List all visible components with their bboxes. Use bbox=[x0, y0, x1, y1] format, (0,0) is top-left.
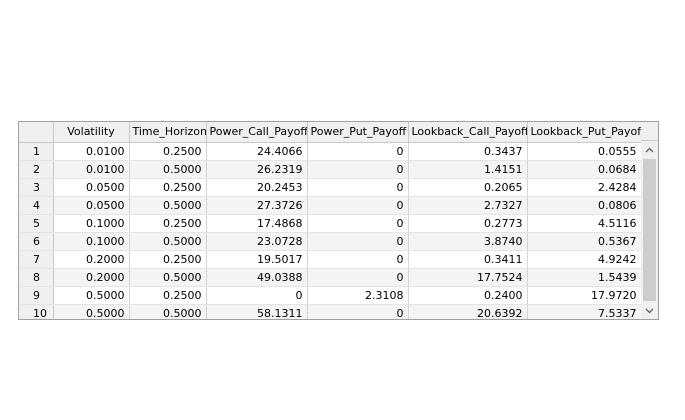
cell-volatility[interactable]: 0.2000 bbox=[53, 268, 130, 287]
cell-power-call-payoff[interactable]: 17.4868 bbox=[206, 214, 308, 233]
table-row: 5 0.1000 0.2500 17.4868 0 0.2773 4.5116 bbox=[19, 214, 642, 233]
cell-power-call-payoff[interactable]: 24.4066 bbox=[206, 142, 308, 161]
column-header-time-horizon[interactable]: Time_Horizon bbox=[129, 122, 207, 143]
row-header[interactable]: 1 bbox=[19, 142, 54, 161]
cell-time-horizon[interactable]: 0.5000 bbox=[129, 196, 207, 215]
table-row: 7 0.2000 0.2500 19.5017 0 0.3411 4.9242 bbox=[19, 250, 642, 269]
cell-power-call-payoff[interactable]: 0 bbox=[206, 286, 308, 305]
cell-power-call-payoff[interactable]: 19.5017 bbox=[206, 250, 308, 269]
column-header-lookback-call-payoff[interactable]: Lookback_Call_Payoff bbox=[408, 122, 528, 143]
table-row: 10 0.5000 0.5000 58.1311 0 20.6392 7.533… bbox=[19, 304, 642, 319]
cell-volatility[interactable]: 0.2000 bbox=[53, 250, 130, 269]
cell-volatility[interactable]: 0.1000 bbox=[53, 232, 130, 251]
scrollbar-corner bbox=[641, 122, 658, 141]
table-row: 8 0.2000 0.5000 49.0388 0 17.7524 1.5439 bbox=[19, 268, 642, 287]
cell-volatility[interactable]: 0.0500 bbox=[53, 196, 130, 215]
data-table-view[interactable]: Volatility Time_Horizon Power_Call_Payof… bbox=[18, 121, 659, 320]
cell-lookback-put-payoff[interactable]: 17.9720 bbox=[527, 286, 642, 305]
column-header-power-call-payoff[interactable]: Power_Call_Payoff bbox=[206, 122, 308, 143]
cell-lookback-call-payoff[interactable]: 0.3437 bbox=[408, 142, 528, 161]
vertical-scrollbar[interactable] bbox=[641, 141, 658, 319]
cell-time-horizon[interactable]: 0.5000 bbox=[129, 160, 207, 179]
cell-power-call-payoff[interactable]: 58.1311 bbox=[206, 304, 308, 319]
cell-volatility[interactable]: 0.0100 bbox=[53, 142, 130, 161]
chevron-up-icon[interactable] bbox=[641, 141, 658, 158]
cell-power-put-payoff[interactable]: 2.3108 bbox=[307, 286, 409, 305]
row-header[interactable]: 8 bbox=[19, 268, 54, 287]
column-header-lookback-put-payoff[interactable]: Lookback_Put_Payoff bbox=[527, 122, 642, 143]
data-table: Volatility Time_Horizon Power_Call_Payof… bbox=[19, 122, 642, 319]
cell-volatility[interactable]: 0.1000 bbox=[53, 214, 130, 233]
cell-time-horizon[interactable]: 0.2500 bbox=[129, 214, 207, 233]
cell-power-call-payoff[interactable]: 26.2319 bbox=[206, 160, 308, 179]
row-header[interactable]: 9 bbox=[19, 286, 54, 305]
row-header[interactable]: 6 bbox=[19, 232, 54, 251]
cell-lookback-call-payoff[interactable]: 17.7524 bbox=[408, 268, 528, 287]
cell-lookback-put-payoff[interactable]: 0.0684 bbox=[527, 160, 642, 179]
table-row: 6 0.1000 0.5000 23.0728 0 3.8740 0.5367 bbox=[19, 232, 642, 251]
table-row: 1 0.0100 0.2500 24.4066 0 0.3437 0.0555 bbox=[19, 142, 642, 161]
cell-lookback-call-payoff[interactable]: 1.4151 bbox=[408, 160, 528, 179]
cell-power-put-payoff[interactable]: 0 bbox=[307, 214, 409, 233]
row-header[interactable]: 2 bbox=[19, 160, 54, 179]
column-header-power-put-payoff[interactable]: Power_Put_Payoff bbox=[307, 122, 409, 143]
cell-time-horizon[interactable]: 0.2500 bbox=[129, 286, 207, 305]
cell-power-put-payoff[interactable]: 0 bbox=[307, 142, 409, 161]
table-row: 4 0.0500 0.5000 27.3726 0 2.7327 0.0806 bbox=[19, 196, 642, 215]
cell-power-put-payoff[interactable]: 0 bbox=[307, 250, 409, 269]
cell-power-put-payoff[interactable]: 0 bbox=[307, 160, 409, 179]
cell-power-put-payoff[interactable]: 0 bbox=[307, 232, 409, 251]
chevron-down-icon[interactable] bbox=[641, 302, 658, 319]
cell-volatility[interactable]: 0.5000 bbox=[53, 286, 130, 305]
cell-power-call-payoff[interactable]: 20.2453 bbox=[206, 178, 308, 197]
cell-lookback-call-payoff[interactable]: 3.8740 bbox=[408, 232, 528, 251]
cell-time-horizon[interactable]: 0.5000 bbox=[129, 232, 207, 251]
header-row: Volatility Time_Horizon Power_Call_Payof… bbox=[19, 122, 642, 143]
cell-volatility[interactable]: 0.0500 bbox=[53, 178, 130, 197]
row-header[interactable]: 5 bbox=[19, 214, 54, 233]
cell-lookback-call-payoff[interactable]: 0.3411 bbox=[408, 250, 528, 269]
cell-lookback-call-payoff[interactable]: 2.7327 bbox=[408, 196, 528, 215]
cell-lookback-put-payoff[interactable]: 0.5367 bbox=[527, 232, 642, 251]
cell-lookback-put-payoff[interactable]: 4.5116 bbox=[527, 214, 642, 233]
cell-time-horizon[interactable]: 0.5000 bbox=[129, 304, 207, 319]
cell-lookback-put-payoff[interactable]: 0.0806 bbox=[527, 196, 642, 215]
row-header[interactable]: 7 bbox=[19, 250, 54, 269]
cell-lookback-call-payoff[interactable]: 0.2065 bbox=[408, 178, 528, 197]
cell-lookback-call-payoff[interactable]: 0.2400 bbox=[408, 286, 528, 305]
row-header[interactable]: 10 bbox=[19, 304, 54, 319]
cell-lookback-put-payoff[interactable]: 2.4284 bbox=[527, 178, 642, 197]
row-header[interactable]: 4 bbox=[19, 196, 54, 215]
column-header-volatility[interactable]: Volatility bbox=[53, 122, 130, 143]
table-row: 3 0.0500 0.2500 20.2453 0 0.2065 2.4284 bbox=[19, 178, 642, 197]
cell-volatility[interactable]: 0.0100 bbox=[53, 160, 130, 179]
cell-lookback-put-payoff[interactable]: 7.5337 bbox=[527, 304, 642, 319]
cell-power-call-payoff[interactable]: 27.3726 bbox=[206, 196, 308, 215]
cell-lookback-put-payoff[interactable]: 0.0555 bbox=[527, 142, 642, 161]
cell-time-horizon[interactable]: 0.2500 bbox=[129, 142, 207, 161]
cell-volatility[interactable]: 0.5000 bbox=[53, 304, 130, 319]
table-row: 9 0.5000 0.2500 0 2.3108 0.2400 17.9720 bbox=[19, 286, 642, 305]
cell-power-put-payoff[interactable]: 0 bbox=[307, 268, 409, 287]
cell-time-horizon[interactable]: 0.5000 bbox=[129, 268, 207, 287]
corner-header[interactable] bbox=[19, 122, 54, 143]
cell-lookback-put-payoff[interactable]: 4.9242 bbox=[527, 250, 642, 269]
cell-lookback-call-payoff[interactable]: 0.2773 bbox=[408, 214, 528, 233]
table-row: 2 0.0100 0.5000 26.2319 0 1.4151 0.0684 bbox=[19, 160, 642, 179]
cell-power-put-payoff[interactable]: 0 bbox=[307, 196, 409, 215]
row-header[interactable]: 3 bbox=[19, 178, 54, 197]
cell-power-call-payoff[interactable]: 49.0388 bbox=[206, 268, 308, 287]
cell-power-call-payoff[interactable]: 23.0728 bbox=[206, 232, 308, 251]
scrollbar-thumb[interactable] bbox=[643, 159, 656, 301]
cell-power-put-payoff[interactable]: 0 bbox=[307, 178, 409, 197]
cell-lookback-put-payoff[interactable]: 1.5439 bbox=[527, 268, 642, 287]
cell-time-horizon[interactable]: 0.2500 bbox=[129, 178, 207, 197]
cell-lookback-call-payoff[interactable]: 20.6392 bbox=[408, 304, 528, 319]
cell-power-put-payoff[interactable]: 0 bbox=[307, 304, 409, 319]
cell-time-horizon[interactable]: 0.2500 bbox=[129, 250, 207, 269]
